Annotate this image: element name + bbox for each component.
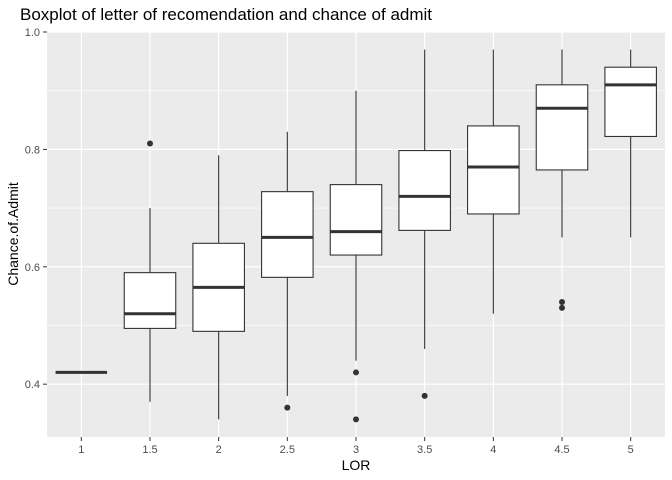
outlier-point bbox=[353, 369, 359, 376]
x-axis-title: LOR bbox=[342, 457, 371, 473]
iqr-box bbox=[123, 272, 177, 329]
x-tick-label: 2 bbox=[216, 444, 222, 456]
x-tick-label: 5 bbox=[628, 444, 634, 456]
box-4.5 bbox=[535, 49, 589, 311]
iqr-box bbox=[604, 66, 657, 138]
outlier-point bbox=[284, 404, 291, 411]
iqr-box bbox=[261, 191, 314, 278]
x-tick-label: 1.5 bbox=[142, 444, 157, 456]
outlier-point bbox=[353, 416, 359, 423]
boxes-layer bbox=[55, 49, 657, 423]
y-tick-label: 1.0 bbox=[25, 27, 40, 39]
iqr-box bbox=[398, 150, 451, 231]
x-tick-label: 3.5 bbox=[417, 444, 432, 456]
box-3.5 bbox=[398, 49, 451, 399]
box-2.5 bbox=[261, 131, 314, 411]
iqr-box bbox=[467, 125, 520, 215]
outlier-point bbox=[559, 299, 565, 305]
outlier-point bbox=[147, 140, 153, 147]
y-tick-label: 0.6 bbox=[25, 262, 40, 274]
x-tick-label: 2.5 bbox=[280, 444, 295, 456]
y-axis: 0.4 0.6 0.8 1.0 bbox=[25, 27, 47, 391]
outlier-point bbox=[559, 304, 565, 311]
y-tick-label: 0.8 bbox=[25, 144, 40, 156]
y-tick-label: 0.4 bbox=[25, 379, 40, 391]
box-1.5 bbox=[123, 140, 177, 402]
iqr-box bbox=[535, 84, 589, 171]
x-tick-label: 1 bbox=[78, 444, 84, 456]
x-tick-label: 4.5 bbox=[554, 444, 569, 456]
x-axis: 1 1.5 2 2.5 3 3.5 4 4.5 5 bbox=[78, 437, 634, 456]
x-tick-label: 3 bbox=[353, 444, 359, 456]
box-5 bbox=[604, 49, 657, 238]
box-3 bbox=[329, 90, 383, 423]
y-axis-title: Chance.of.Admit bbox=[5, 182, 21, 286]
box-2 bbox=[192, 155, 245, 420]
iqr-box bbox=[329, 184, 383, 256]
box-4 bbox=[467, 49, 520, 314]
outlier-point bbox=[421, 392, 428, 399]
x-tick-label: 4 bbox=[490, 444, 496, 456]
chart-title: Boxplot of letter of recomendation and c… bbox=[20, 5, 432, 24]
